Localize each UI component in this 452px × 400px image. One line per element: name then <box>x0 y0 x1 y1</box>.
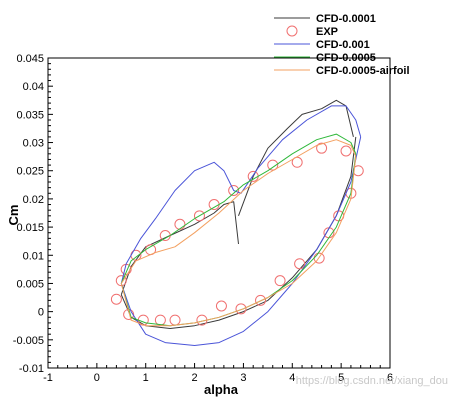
legend-marker-exp <box>286 25 298 37</box>
plot-frame <box>47 57 391 369</box>
legend: CFD-0.0001EXPCFD-0.001CFD-0.0005CFD-0.00… <box>274 13 410 77</box>
x-tick-label: -1 <box>43 372 53 384</box>
y-tick-label: 0.045 <box>16 53 44 65</box>
y-tick-label: -0.01 <box>19 363 44 375</box>
data-point-exp <box>235 303 247 315</box>
legend-label-cfd-0-0005-airfoil: CFD-0.0005-airfoil <box>316 65 410 77</box>
x-axis-label: alpha <box>204 382 239 397</box>
data-point-exp <box>154 314 166 326</box>
series-line-cfd-0-0005-airfoil <box>120 156 357 327</box>
x-tick-label: 6 <box>387 372 393 384</box>
x-tick-label: 0 <box>94 372 100 384</box>
data-point-exp <box>294 258 306 270</box>
data-point-exp <box>215 300 227 312</box>
data-point-exp <box>340 145 352 157</box>
y-tick-label: 0.005 <box>16 278 44 290</box>
series-line-cfd-0-0001 <box>238 99 354 216</box>
x-tick-label: 1 <box>143 372 149 384</box>
x-tick-label: 2 <box>192 372 198 384</box>
legend-label-exp: EXP <box>316 26 338 38</box>
y-tick-label: 0.04 <box>23 81 44 93</box>
y-tick-label: 0.035 <box>16 109 44 121</box>
series-line-cfd-0-001 <box>120 136 362 346</box>
legend-label-cfd-0-001: CFD-0.001 <box>316 39 370 51</box>
y-axis-label: Cm <box>6 205 21 226</box>
legend-label-cfd-0-0001: CFD-0.0001 <box>316 13 376 25</box>
y-tick-label: 0.02 <box>23 194 44 206</box>
data-point-exp <box>267 159 279 171</box>
x-tick-label: 5 <box>338 372 344 384</box>
legend-label-cfd-0-0005: CFD-0.0005 <box>316 52 376 64</box>
data-point-exp <box>274 275 286 287</box>
y-tick-label: 0 <box>38 307 44 319</box>
data-point-exp <box>291 156 303 168</box>
y-tick-label: -0.005 <box>13 335 44 347</box>
data-point-exp <box>110 293 122 305</box>
y-tick-label: 0.015 <box>16 222 44 234</box>
series-line-cfd-0-001 <box>120 105 362 284</box>
plot-area <box>110 99 364 346</box>
data-point-exp <box>316 142 328 154</box>
series-line-cfd-0-0005-airfoil <box>120 139 357 284</box>
x-tick-label: 3 <box>240 372 246 384</box>
y-tick-label: 0.03 <box>23 138 44 150</box>
data-point-exp <box>193 210 205 222</box>
data-point-exp <box>115 275 127 287</box>
data-point-exp <box>255 294 267 306</box>
y-tick-label: 0.025 <box>16 166 44 178</box>
axes: -1 0 1 2 3 4 5 6 -0.01 -0.005 0 0.005 0.01 0.015 0.02 0… <box>13 53 393 384</box>
data-point-exp <box>228 184 240 196</box>
x-tick-label: 4 <box>289 372 295 384</box>
series-line-cfd-0-0005 <box>120 133 357 284</box>
y-tick-label: 0.01 <box>23 250 44 262</box>
watermark: https://blog.csdn.net/xiang_dou <box>296 375 448 387</box>
